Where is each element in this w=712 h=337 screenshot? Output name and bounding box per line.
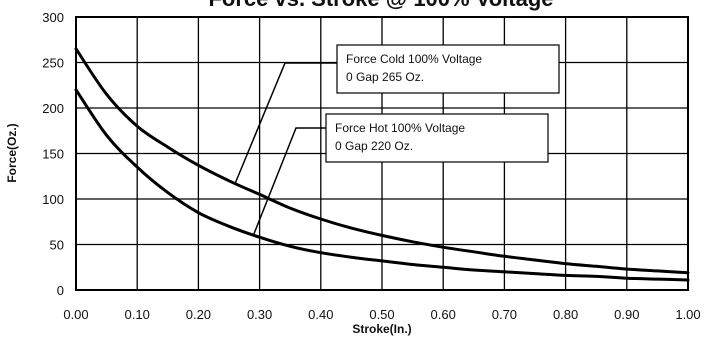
y-tick-label: 200 bbox=[42, 101, 64, 116]
x-tick-label: 0.50 bbox=[369, 307, 394, 322]
annotation-leader bbox=[252, 127, 326, 236]
annotations: Force Cold 100% Voltage 0 Gap 265 Oz. Forc… bbox=[234, 44, 560, 236]
annotation-box bbox=[325, 113, 549, 163]
x-tick-label: 0.80 bbox=[553, 307, 578, 322]
x-tick-label: 0.90 bbox=[614, 307, 639, 322]
plot-frame bbox=[75, 16, 689, 291]
annotation-text: Force Hot 100% Voltage bbox=[335, 121, 465, 135]
x-tick-label: 0.40 bbox=[308, 307, 333, 322]
y-tick-labels: 0 50 100 150 200 250 300 bbox=[42, 10, 64, 298]
series-lines bbox=[74, 47, 690, 282]
annotation-text: 0 Gap 265 Oz. bbox=[346, 70, 424, 84]
annotation-text: Force Cold 100% Voltage bbox=[346, 52, 482, 66]
series-line-0 bbox=[74, 47, 690, 275]
annotation-box bbox=[336, 44, 560, 94]
x-tick-label: 0.10 bbox=[125, 307, 150, 322]
chart-title: Force vs. Stroke @ 100% Voltage bbox=[208, 0, 553, 11]
x-tick-label: 0.60 bbox=[431, 307, 456, 322]
x-tick-label: 0.70 bbox=[492, 307, 517, 322]
x-tick-label: 0.30 bbox=[247, 307, 272, 322]
annotation-text: 0 Gap 220 Oz. bbox=[335, 139, 413, 153]
y-tick-label: 150 bbox=[42, 147, 64, 162]
x-tick-label: 0.20 bbox=[186, 307, 211, 322]
y-tick-label: 250 bbox=[42, 56, 64, 71]
annotation-leader bbox=[234, 62, 337, 184]
y-tick-label: 50 bbox=[50, 238, 64, 253]
x-tick-label: 0.00 bbox=[63, 307, 88, 322]
x-tick-labels: 0.00 0.10 0.20 0.30 0.40 0.50 0.60 0.70 0.80 0.90… bbox=[63, 307, 700, 322]
y-tick-label: 300 bbox=[42, 10, 64, 25]
y-axis-label: Force(Oz.) bbox=[5, 123, 19, 182]
y-tick-label: 100 bbox=[42, 192, 64, 207]
y-tick-label: 0 bbox=[57, 283, 64, 298]
x-axis-label: Stroke(In.) bbox=[352, 322, 411, 336]
x-tick-label: 1.00 bbox=[675, 307, 700, 322]
series-line-1 bbox=[74, 88, 690, 282]
